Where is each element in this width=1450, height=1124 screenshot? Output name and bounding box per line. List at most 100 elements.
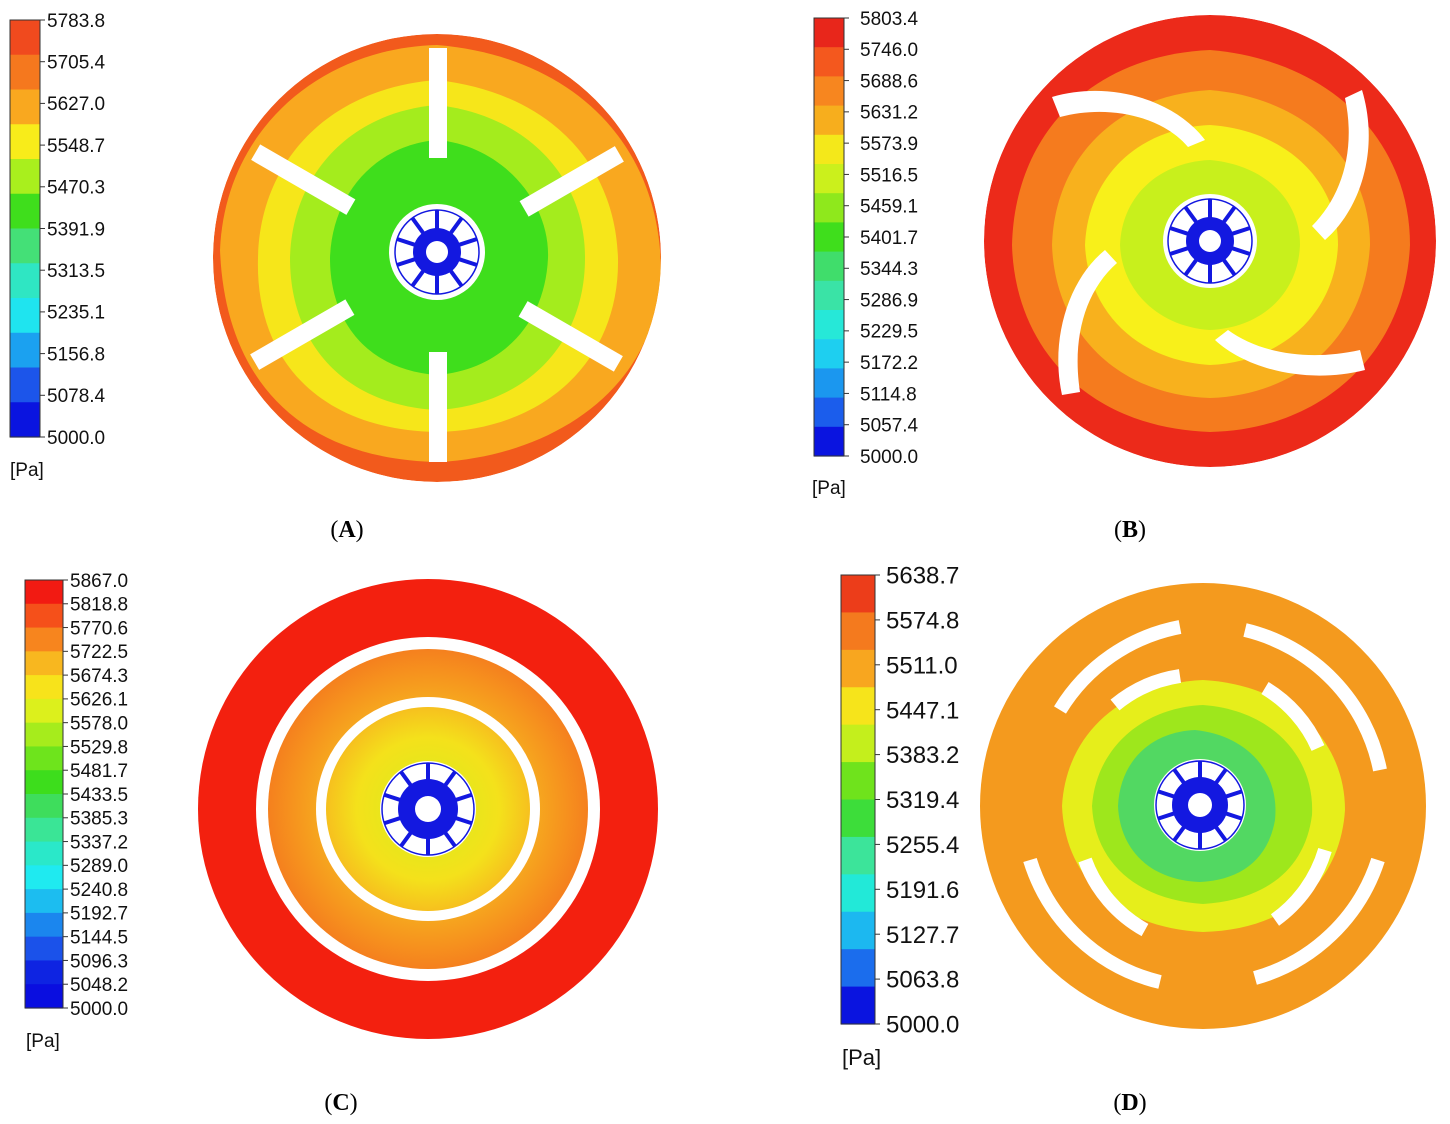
- legend-tick-label: 5063.8: [886, 967, 959, 994]
- legend-tick-label: 5447.1: [886, 697, 959, 724]
- legend-swatch: [10, 193, 40, 230]
- panel-c-unit: [Pa]: [26, 1031, 60, 1052]
- panel-c-caption: (C): [324, 1090, 357, 1116]
- legend-swatch: [10, 124, 40, 160]
- legend-tick-label: 5156.8: [47, 344, 105, 365]
- hub-spoke: [457, 256, 478, 267]
- legend-tick-label: 5627.0: [47, 94, 105, 115]
- legend-tick-label: 5867.0: [70, 571, 128, 592]
- legend-tick-label: 5385.3: [70, 809, 128, 830]
- legend-tick-label: 5722.5: [70, 642, 128, 663]
- hub-spoke: [1230, 226, 1251, 237]
- panel-a-unit: [Pa]: [10, 460, 44, 481]
- legend-swatch: [841, 724, 875, 763]
- legend-swatch: [841, 575, 875, 614]
- legend-tick-label: 5344.3: [860, 259, 918, 280]
- legend-tick-label: 5433.5: [70, 785, 128, 806]
- legend-swatch: [841, 649, 875, 688]
- panel-a-legend: 5783.8 5705.4 5627.0 5548.7 5470.3 5391.9 5313…: [9, 11, 106, 449]
- legend-swatch: [814, 76, 844, 107]
- hub-spoke: [410, 216, 426, 236]
- legend-tick-label: 5803.4: [860, 9, 919, 30]
- panel-b-blade: [1058, 250, 1117, 395]
- legend-swatch: [25, 770, 63, 795]
- legend-tick-label: 5511.0: [886, 652, 958, 679]
- legend-swatch: [814, 164, 844, 194]
- panel-b-legend: 5803.4 5746.0 5688.6 5631.2 5573.9 5516.5 5459…: [813, 9, 919, 468]
- legend-tick-label: 5705.4: [47, 53, 106, 74]
- legend-tick-label: 5172.2: [860, 353, 918, 374]
- legend-tick-label: 5096.3: [70, 951, 128, 972]
- legend-swatch: [814, 280, 844, 311]
- panel-a-contour-plot: [213, 34, 661, 482]
- legend-swatch: [814, 251, 844, 282]
- hub-spoke: [457, 237, 478, 248]
- panel-d-segment: [1078, 857, 1149, 937]
- legend-tick-label: 5383.2: [886, 742, 959, 769]
- legend-tick-label: 5313.5: [47, 261, 105, 282]
- legend-swatch: [814, 368, 844, 399]
- hub-spoke: [1169, 226, 1190, 237]
- legend-tick-label: 5548.7: [47, 136, 105, 157]
- legend-swatch: [814, 134, 844, 165]
- legend-swatch: [25, 817, 63, 843]
- hub-spoke: [396, 237, 417, 248]
- panel-d-hub: [1154, 759, 1246, 851]
- panel-b-blade: [1215, 330, 1365, 376]
- legend-swatch: [10, 89, 40, 125]
- legend-swatch: [25, 841, 63, 866]
- hub-spoke: [1221, 257, 1237, 277]
- legend-swatch: [25, 794, 63, 819]
- legend-swatch: [841, 762, 875, 801]
- legend-swatch: [10, 159, 40, 195]
- hub-ring: [1155, 760, 1245, 850]
- hub-spokes: [1167, 198, 1253, 284]
- legend-tick-label: 5235.1: [47, 303, 105, 324]
- legend-swatch: [10, 367, 40, 403]
- panel-d-segment: [1243, 623, 1387, 772]
- legend-tick-label: 5000.0: [886, 1012, 959, 1039]
- panel-d-inner-segments: [1078, 669, 1332, 937]
- hub-spoke: [448, 268, 464, 288]
- legend-swatch: [10, 402, 40, 438]
- legend-swatch: [841, 949, 875, 988]
- panel-d-legend: 5638.7 5574.8 5511.0 5447.1 5383.2 5319.4 5255…: [840, 563, 959, 1039]
- legend-tick-label: 5470.3: [47, 178, 105, 199]
- panel-a: 5783.8 5705.4 5627.0 5548.7 5470.3 5391.9 5313…: [9, 11, 661, 543]
- legend-swatch: [25, 889, 63, 914]
- legend-swatch: [10, 298, 40, 334]
- legend-swatch: [25, 936, 63, 962]
- legend-tick-label: 5770.6: [70, 618, 128, 639]
- legend-tick-label: 5192.7: [70, 904, 128, 925]
- legend-swatch: [841, 687, 875, 726]
- legend-tick-label: 5114.8: [860, 384, 917, 405]
- legend-swatch: [814, 47, 844, 77]
- legend-tick-label: 5255.4: [886, 832, 959, 859]
- legend-swatch: [814, 310, 844, 340]
- panel-b-blades: [1052, 90, 1369, 395]
- legend-tick-label: 5573.9: [860, 134, 918, 155]
- legend-tick-label: 5746.0: [860, 40, 918, 61]
- hub-spoke: [1183, 257, 1199, 277]
- legend-swatch: [814, 18, 844, 48]
- panel-a-blade: [518, 301, 623, 372]
- legend-swatch: [10, 20, 40, 56]
- legend-tick-label: 5783.8: [47, 11, 105, 32]
- panel-d-segment: [1261, 681, 1325, 751]
- panel-d: 5638.7 5574.8 5511.0 5447.1 5383.2 5319.4 5255…: [840, 563, 1426, 1116]
- legend-tick-label: 5078.4: [47, 386, 106, 407]
- legend-swatch: [814, 426, 844, 457]
- legend-swatch: [814, 193, 844, 223]
- legend-swatch: [10, 332, 40, 369]
- legend-tick-label: 5144.5: [70, 928, 128, 949]
- hub-spoke: [448, 216, 464, 236]
- legend-tick-label: 5674.3: [70, 666, 128, 687]
- legend-swatch: [10, 263, 40, 299]
- legend-tick-label: 5048.2: [70, 975, 128, 996]
- legend-swatch: [841, 799, 875, 838]
- hub-spoke: [1183, 205, 1199, 225]
- legend-tick-label: 5481.7: [70, 761, 128, 782]
- legend-tick-label: 5688.6: [860, 71, 918, 92]
- panel-d-caption: (D): [1113, 1090, 1146, 1116]
